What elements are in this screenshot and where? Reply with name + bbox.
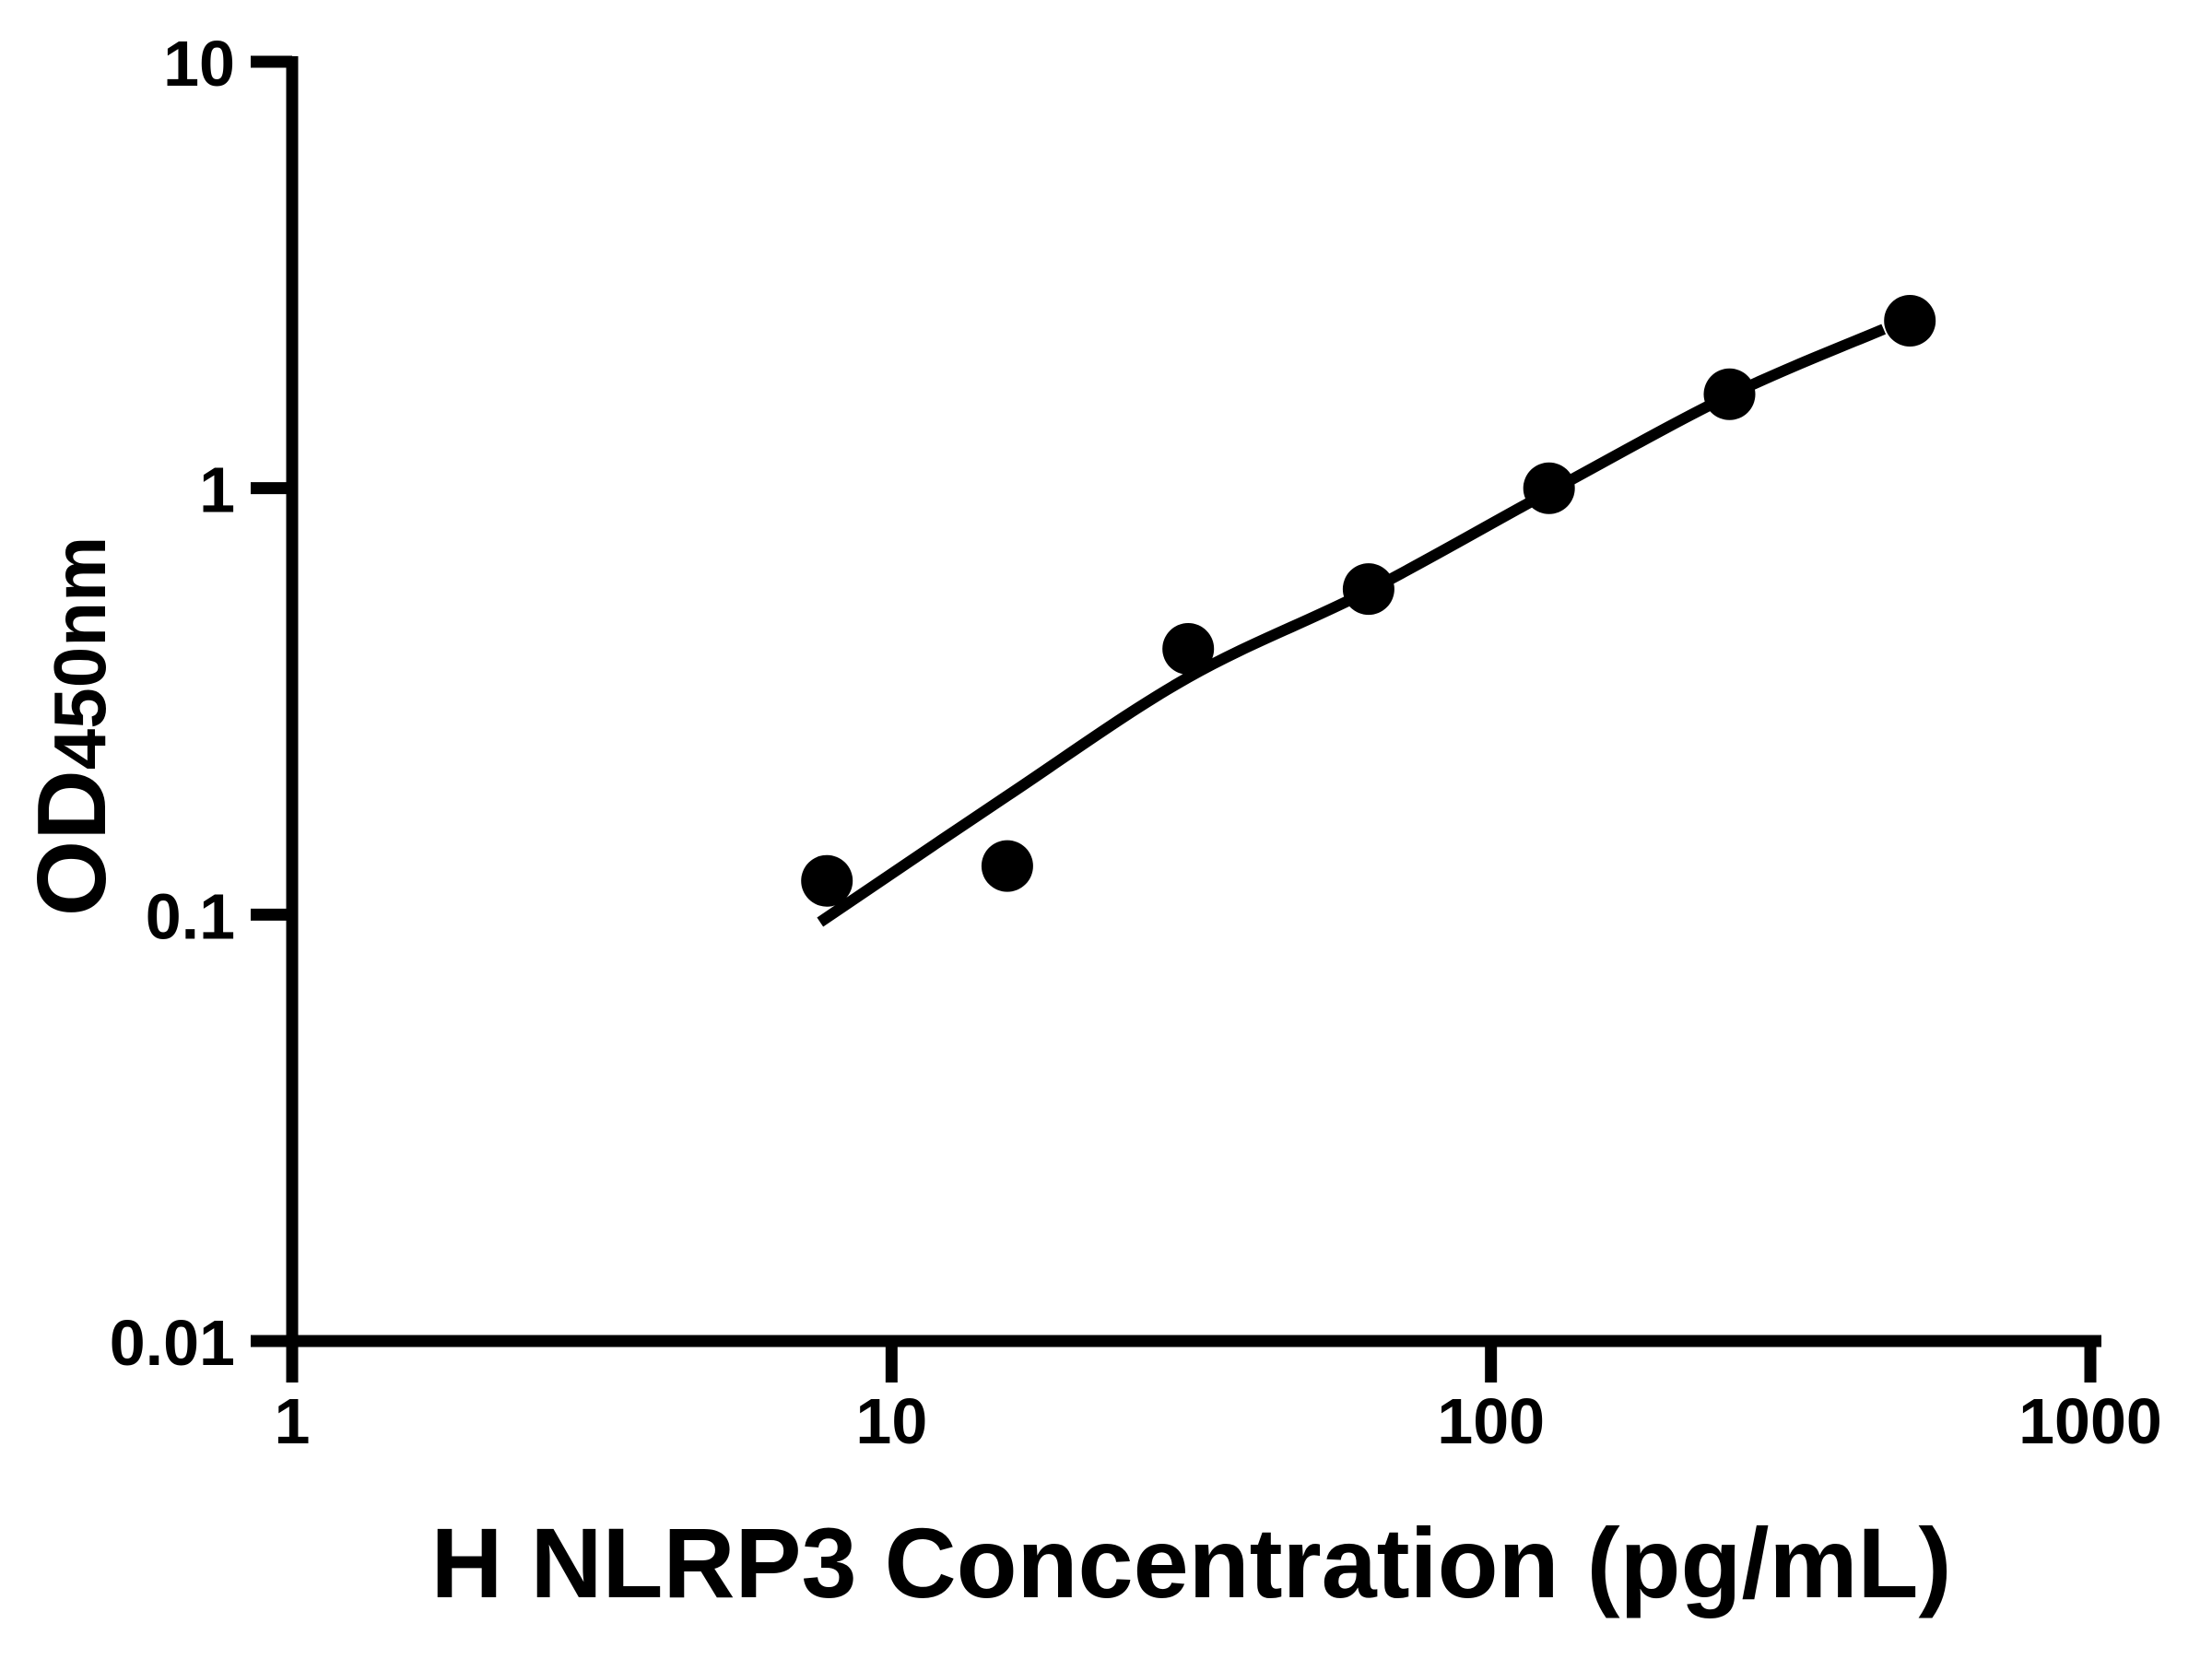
x-tick-label: 1000 — [2018, 1385, 2162, 1457]
y-axis-title: OD450nm — [18, 535, 126, 916]
data-point — [1342, 563, 1394, 616]
x-axis-title: H NLRP3 Concentration (pg/mL) — [430, 1507, 1952, 1618]
data-point — [1523, 462, 1575, 514]
data-point — [1884, 295, 1936, 347]
y-tick-label: 0.01 — [110, 1307, 235, 1379]
data-point — [1162, 623, 1215, 675]
y-tick-label: 0.1 — [146, 880, 235, 952]
data-point — [1703, 368, 1756, 420]
x-tick-label: 100 — [1437, 1385, 1545, 1457]
x-tick-label: 1 — [275, 1385, 311, 1457]
y-axis-title-sub: 450nm — [39, 535, 121, 771]
y-tick-label: 1 — [199, 454, 235, 526]
y-axis-title-main: OD — [18, 770, 126, 917]
x-tick-label: 10 — [855, 1385, 927, 1457]
data-point — [981, 840, 1033, 892]
data-point — [801, 854, 853, 907]
y-tick-label: 10 — [163, 28, 235, 100]
